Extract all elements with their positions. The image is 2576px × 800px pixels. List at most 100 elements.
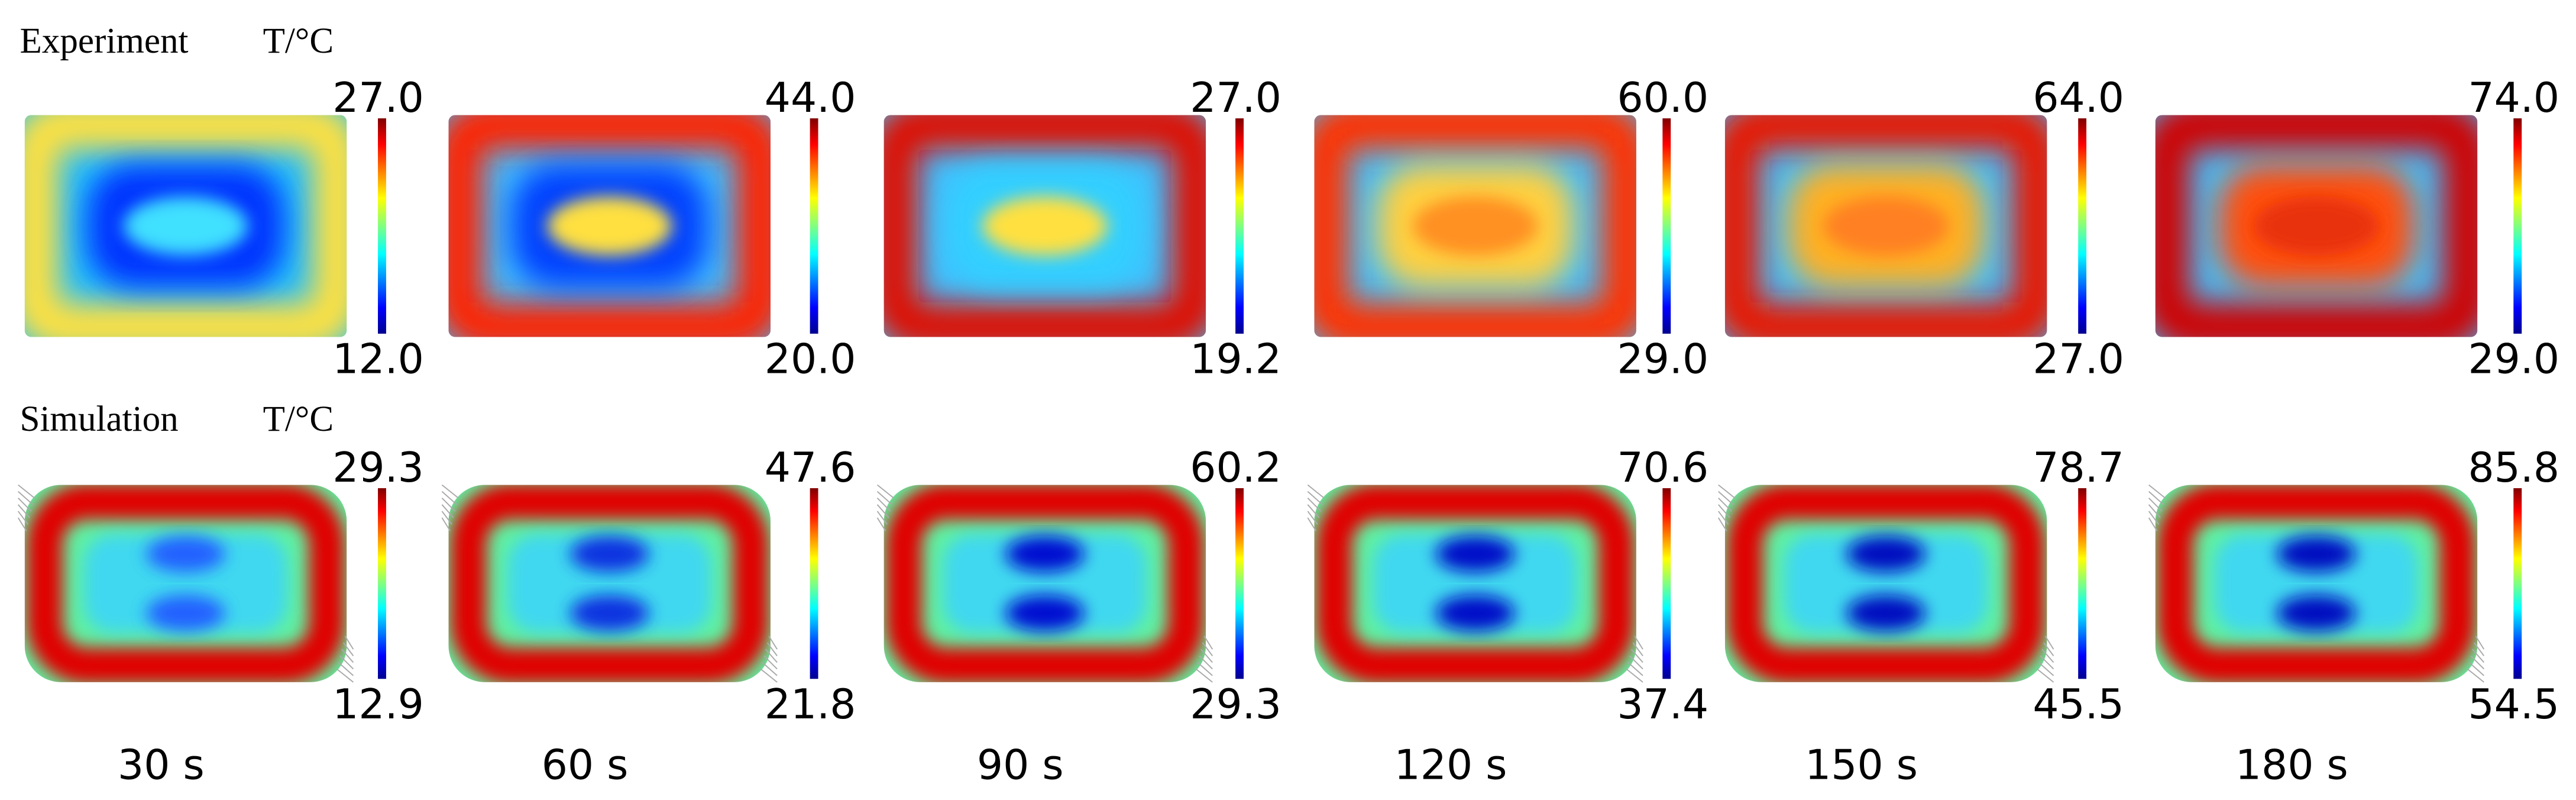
colorbar [1662, 118, 1671, 334]
outer-ring [24, 115, 347, 337]
inner [943, 534, 1147, 633]
hatch [1629, 655, 1643, 670]
hatch [1718, 504, 1730, 518]
hatch [1630, 649, 1643, 663]
center [547, 196, 672, 256]
time-label: 30 s [118, 742, 205, 789]
colorbar [2078, 488, 2087, 679]
colorbar-max: 85.8 [2468, 444, 2559, 492]
hatch [876, 491, 893, 505]
colorbar-min: 54.5 [2468, 681, 2559, 728]
cold-spot [146, 595, 225, 631]
heatmap [2155, 485, 2478, 682]
cold-spot [1436, 595, 1515, 631]
hatch [1634, 636, 1643, 650]
row-label: Simulation [20, 399, 178, 439]
colorbar [2513, 118, 2522, 334]
hatch [1718, 484, 1736, 499]
colorbar-min: 21.8 [765, 681, 856, 728]
cold-spot [2277, 536, 2356, 572]
colorbar-max: 60.0 [1617, 75, 1709, 122]
hatch [2148, 484, 2166, 499]
hatch [1718, 498, 1732, 512]
hatch [1203, 636, 1213, 650]
colorbar [378, 118, 386, 334]
hatch [1307, 517, 1317, 531]
colorbar-min: 29.3 [1190, 681, 1281, 728]
hatch [2148, 511, 2160, 525]
hatch [763, 655, 778, 670]
inner [1784, 534, 1988, 633]
heatmap [884, 485, 1206, 682]
inner [2214, 534, 2419, 633]
outer-ring [884, 115, 1206, 337]
hatch [1197, 662, 1213, 676]
time-label: 60 s [542, 742, 629, 789]
hatch [2037, 668, 2054, 683]
hatch [18, 498, 32, 512]
colorbar-min: 19.2 [1190, 336, 1281, 383]
center [1413, 196, 1538, 256]
heatmap [24, 115, 347, 337]
cold-spot [570, 595, 649, 631]
hatch [2475, 636, 2485, 650]
cold-spot [1005, 536, 1085, 572]
outer-ring [26, 485, 345, 682]
hatch [18, 484, 35, 499]
hatch [2043, 642, 2054, 656]
colorbar-max: 78.7 [2033, 444, 2124, 492]
unit-label: T/°C [263, 399, 334, 439]
colorbar-max: 29.3 [332, 444, 424, 492]
colorbar [2078, 118, 2087, 334]
cold-spot [1846, 595, 1925, 631]
hatch [1199, 655, 1213, 670]
hatch [1718, 511, 1729, 525]
outer-ring [450, 485, 769, 682]
hatch [338, 662, 354, 676]
cold-spot [2277, 595, 2356, 631]
outer-ring [1314, 115, 1636, 337]
colorbar-min: 27.0 [2033, 336, 2124, 383]
hatch [339, 655, 354, 670]
colorbar [1662, 488, 1671, 679]
heatmap [1724, 115, 2047, 337]
hatch [441, 484, 459, 499]
hatch [342, 642, 354, 656]
outer-ring [448, 115, 771, 337]
colorbar-min: 12.9 [332, 681, 424, 728]
hatch [762, 662, 778, 676]
hatch [2470, 655, 2484, 670]
hatch [441, 498, 456, 512]
hatch [1627, 662, 1643, 676]
colorbar [378, 488, 386, 679]
hatch [2148, 491, 2164, 505]
hatch [2038, 662, 2054, 676]
hatch [2467, 668, 2484, 683]
hatch [1202, 642, 1213, 656]
heatmap [24, 485, 347, 682]
time-label: 180 s [2235, 742, 2348, 789]
hatch [1626, 668, 1643, 683]
heatmap [1314, 115, 1636, 337]
hatch [2148, 498, 2163, 512]
row-label: Experiment [20, 21, 188, 61]
hatch [441, 491, 458, 505]
center [982, 196, 1108, 256]
hatch [1307, 498, 1322, 512]
heatmap [884, 115, 1206, 337]
hatch [2148, 517, 2158, 531]
hatch [2148, 504, 2161, 518]
colorbar [810, 118, 818, 334]
outer-ring [1726, 485, 2046, 682]
hatch [1632, 642, 1643, 656]
outer-ring [2155, 115, 2478, 337]
colorbar-min: 37.4 [1617, 681, 1709, 728]
hatch [2040, 655, 2054, 670]
hatch [18, 491, 34, 505]
hatch [2472, 649, 2485, 663]
hatch [760, 668, 778, 683]
outer-ring [1724, 115, 2047, 337]
hatch [876, 484, 894, 499]
